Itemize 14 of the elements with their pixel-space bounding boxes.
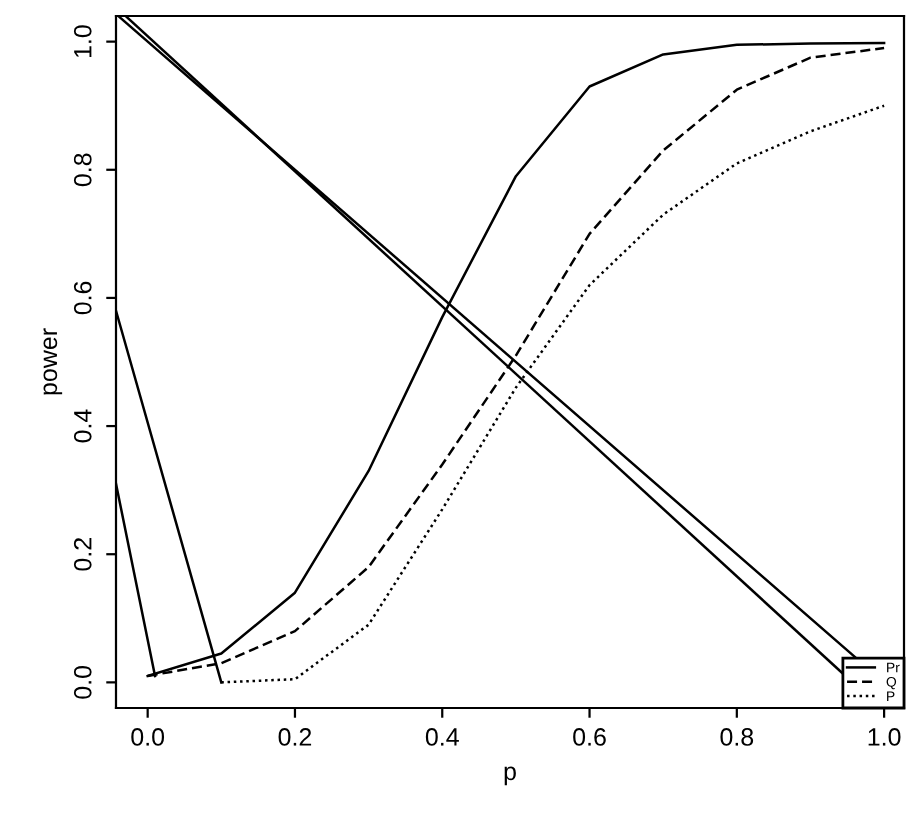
x-tick-label: 0.2	[278, 728, 312, 746]
x-axis-title: p	[504, 766, 516, 786]
y-tick-label: 0.4	[73, 409, 92, 443]
y-tick-label: 1.0	[73, 25, 92, 58]
y-tick-label: 0.6	[73, 281, 92, 315]
x-tick-label: 0.8	[720, 728, 754, 746]
x-tick-label: 1.0	[868, 728, 901, 746]
x-tick-label: 0.0	[131, 728, 165, 746]
x-tick-label: 0.4	[425, 728, 459, 746]
y-axis-title: power	[43, 328, 63, 395]
y-tick-label: 0.8	[73, 153, 92, 187]
y-tick-label: 0.2	[73, 538, 92, 571]
y-tick-label: 0.0	[73, 665, 92, 699]
x-tick-label: 0.6	[573, 728, 606, 746]
